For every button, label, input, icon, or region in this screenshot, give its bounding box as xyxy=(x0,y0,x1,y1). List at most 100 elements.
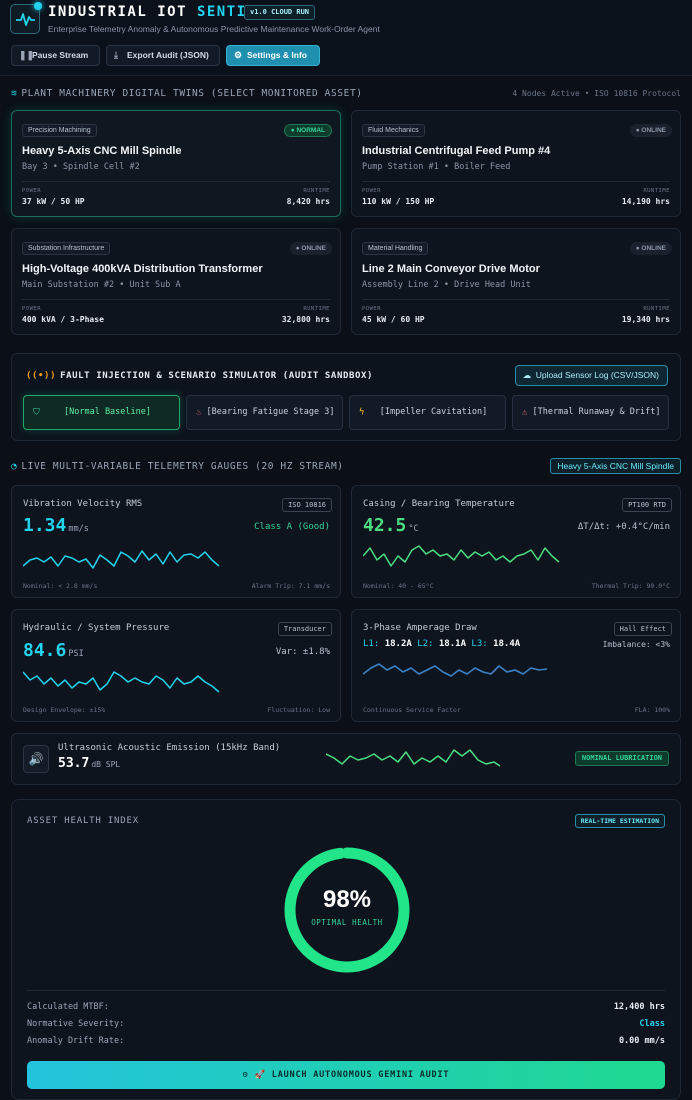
fault-simulator-panel: ((•)) FAULT INJECTION & SCENARIO SIMULATO… xyxy=(11,353,681,441)
runtime-value: 14,190 hrs xyxy=(621,197,670,206)
gauge-title: Hydraulic / System Pressure xyxy=(23,623,170,633)
pressure-variance: Var: ±1.8% xyxy=(275,647,330,657)
gauge-icon: ◔ xyxy=(11,461,18,472)
sensor-badge: PT100 RTD xyxy=(622,498,672,512)
pressure-gauge-card: Hydraulic / System Pressure Transducer 8… xyxy=(11,609,341,722)
launch-audit-button[interactable]: ⚙ 🚀 LAUNCH AUTONOMOUS GEMINI AUDIT xyxy=(27,1061,665,1089)
scenario-thermal-runaway[interactable]: ⚠ [Thermal Runaway & Drift] xyxy=(512,395,669,430)
temperature-value: 42.5 °C xyxy=(363,515,419,536)
broadcast-icon: ((•)) xyxy=(26,371,57,381)
health-percent: 98% xyxy=(322,886,372,913)
app-header: INDUSTRIAL IOT SENTINEL v1.0 CLOUD RUN E… xyxy=(0,0,692,76)
vibration-value: 1.34 mm/s xyxy=(23,515,89,536)
machine-tag: Material Handling xyxy=(362,242,429,255)
machine-location: Main Substation #2 • Unit Sub A xyxy=(22,280,181,290)
flame-icon: ♨ xyxy=(196,407,202,417)
scenario-impeller-cavitation[interactable]: ϟ [Impeller Cavitation] xyxy=(349,395,506,430)
app-title: INDUSTRIAL IOT SENTINEL xyxy=(48,4,277,20)
power-value: 110 kW / 150 HP xyxy=(362,197,435,206)
acoustic-title: Ultrasonic Acoustic Emission (15kHz Band… xyxy=(58,743,281,753)
scenario-normal-baseline[interactable]: ⛉ [Normal Baseline] xyxy=(23,395,180,430)
machine-card-cnc[interactable]: Precision Machining ● NORMAL Heavy 5-Axi… xyxy=(11,110,341,217)
runtime-label: RUNTIME xyxy=(643,188,670,194)
asset-health-panel: ASSET HEALTH INDEX REAL-TIME ESTIMATION … xyxy=(11,799,681,1100)
warning-icon: ⚠ xyxy=(522,407,528,417)
status-badge: ● ONLINE xyxy=(289,242,332,255)
status-badge: ● ONLINE xyxy=(629,124,672,137)
amperage-imbalance: Imbalance: <3% xyxy=(602,640,670,649)
power-label: POWER xyxy=(22,306,42,312)
layers-icon: ≋ xyxy=(11,88,18,99)
lubrication-status-badge: NOMINAL LUBRICATION xyxy=(574,751,669,766)
divider xyxy=(22,181,330,182)
upload-sensor-log-button[interactable]: ☁ Upload Sensor Log (CSV/JSON) xyxy=(514,365,668,386)
runtime-value: 32,800 hrs xyxy=(281,315,330,324)
severity-row: Normative Severity: Class xyxy=(27,1019,665,1029)
machine-name: High-Voltage 400kVA Distribution Transfo… xyxy=(22,263,263,275)
power-value: 37 kW / 50 HP xyxy=(22,197,85,206)
gauge-title: 3-Phase Amperage Draw xyxy=(363,623,477,633)
divider xyxy=(362,299,670,300)
runtime-value: 8,420 hrs xyxy=(286,197,330,206)
runtime-label: RUNTIME xyxy=(643,306,670,312)
monitored-asset-pill: Heavy 5-Axis CNC Mill Spindle xyxy=(550,458,681,474)
gauge-footer-right: Fluctuation: Low xyxy=(267,706,330,714)
gauge-footer-left: Nominal: 40 - 65°C xyxy=(363,582,434,590)
amperage-sparkline xyxy=(363,663,548,677)
mtbf-row: Calculated MTBF: 12,400 hrs xyxy=(27,1002,665,1012)
gauge-footer-left: Nominal: < 2.8 mm/s xyxy=(23,582,98,590)
drift-rate-row: Anomaly Drift Rate: 0.00 mm/s xyxy=(27,1036,665,1046)
shield-icon: ⛉ xyxy=(33,407,40,417)
export-audit-button[interactable]: ⤓ Export Audit (JSON) xyxy=(106,45,220,66)
acoustic-emission-card: 🔊 Ultrasonic Acoustic Emission (15kHz Ba… xyxy=(11,733,681,785)
temperature-sparkline xyxy=(363,545,560,567)
acoustic-value: 53.7 dB SPL xyxy=(58,756,121,771)
lightning-icon: ϟ xyxy=(359,407,365,417)
version-badge: v1.0 CLOUD RUN xyxy=(244,5,316,20)
power-label: POWER xyxy=(22,188,42,194)
pressure-sparkline xyxy=(23,671,220,693)
machine-card-pump[interactable]: Fluid Mechanics ● ONLINE Industrial Cent… xyxy=(351,110,681,217)
gauge-footer-right: Thermal Trip: 90.0°C xyxy=(591,582,670,590)
scenario-bearing-fatigue[interactable]: ♨ [Bearing Fatigue Stage 3] xyxy=(186,395,343,430)
twins-meta: 4 Nodes Active • ISO 10816 Protocol xyxy=(512,89,681,98)
settings-button[interactable]: ⚙ Settings & Info xyxy=(226,45,320,66)
runtime-label: RUNTIME xyxy=(303,188,330,194)
divider xyxy=(27,990,665,991)
health-ring-gauge xyxy=(284,847,410,973)
machine-location: Bay 3 • Spindle Cell #2 xyxy=(22,162,140,172)
live-indicator-icon xyxy=(34,2,42,10)
machine-card-conveyor[interactable]: Material Handling ● ONLINE Line 2 Main C… xyxy=(351,228,681,335)
machine-name: Heavy 5-Axis CNC Mill Spindle xyxy=(22,145,182,157)
phase-readouts: L1: 18.2A L2: 18.1A L3: 18.4A xyxy=(363,639,521,649)
power-label: POWER xyxy=(362,306,382,312)
runtime-label: RUNTIME xyxy=(303,306,330,312)
machine-name: Line 2 Main Conveyor Drive Motor xyxy=(362,263,540,275)
estimation-badge: REAL-TIME ESTIMATION xyxy=(574,814,665,828)
runtime-value: 19,340 hrs xyxy=(621,315,670,324)
gauge-footer-right: Alarm Trip: 7.1 mm/s xyxy=(251,582,330,590)
temperature-gauge-card: Casing / Bearing Temperature PT100 RTD 4… xyxy=(351,485,681,598)
amperage-gauge-card: 3-Phase Amperage Draw Hall Effect L1: 18… xyxy=(351,609,681,722)
fault-simulator-title: ((•)) FAULT INJECTION & SCENARIO SIMULATO… xyxy=(26,371,374,381)
gauge-title: Vibration Velocity RMS xyxy=(23,499,143,509)
cloud-upload-icon: ☁ xyxy=(522,370,532,380)
machine-name: Industrial Centrifugal Feed Pump #4 xyxy=(362,145,551,157)
pause-stream-button[interactable]: ❚❚ Pause Stream xyxy=(11,45,100,66)
pressure-value: 84.6 PSI xyxy=(23,640,84,661)
power-value: 400 kVA / 3-Phase xyxy=(22,315,104,324)
health-title: ASSET HEALTH INDEX xyxy=(27,816,139,826)
gauge-footer-left: Continuous Service Factor xyxy=(363,706,461,714)
sensor-badge: ISO 10816 xyxy=(282,498,332,512)
machine-tag: Precision Machining xyxy=(22,124,97,137)
speaker-icon: 🔊 xyxy=(23,745,49,773)
sensor-badge: Hall Effect xyxy=(613,622,672,636)
pause-icon: ❚❚ xyxy=(19,50,35,60)
machine-card-transformer[interactable]: Substation Infrastructure ● ONLINE High-… xyxy=(11,228,341,335)
power-label: POWER xyxy=(362,188,382,194)
divider xyxy=(362,181,670,182)
status-badge: ● ONLINE xyxy=(629,242,672,255)
acoustic-sparkline xyxy=(326,749,501,767)
machine-tag: Fluid Mechanics xyxy=(362,124,425,137)
power-value: 45 kW / 60 HP xyxy=(362,315,425,324)
